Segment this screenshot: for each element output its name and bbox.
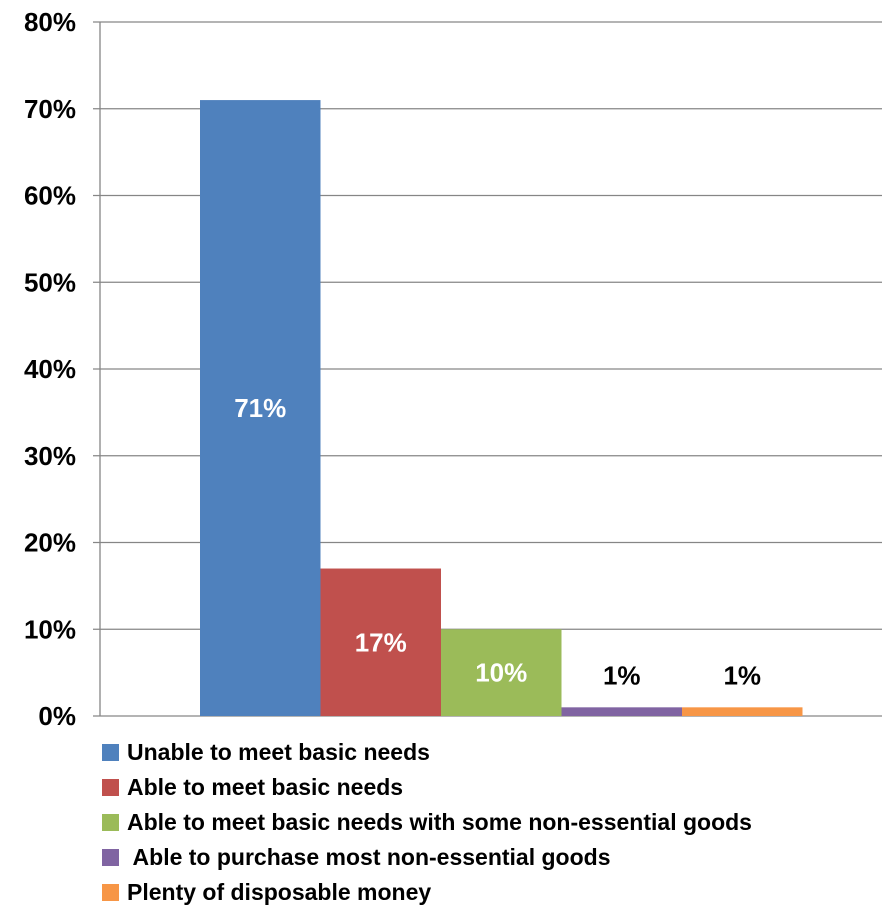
bars: [200, 100, 803, 716]
legend-item: Able to purchase most non-essential good…: [102, 840, 882, 875]
bar: [320, 568, 441, 716]
data-labels: 71% 17% 10% 1% 1%: [234, 393, 761, 690]
legend-swatch: [102, 884, 119, 901]
y-tick-label: 30%: [24, 441, 76, 471]
bar: [561, 707, 682, 716]
legend-swatch: [102, 744, 119, 761]
data-label: 71%: [234, 393, 286, 423]
y-tick-label: 70%: [24, 94, 76, 124]
bar: [682, 707, 803, 716]
y-tick-label: 0%: [38, 701, 76, 731]
y-tick-label: 40%: [24, 354, 76, 384]
legend-swatch: [102, 849, 119, 866]
bar: [200, 100, 321, 716]
legend-label: Able to meet basic needs with some non-e…: [127, 809, 752, 835]
data-label: 17%: [355, 627, 407, 657]
bar: [441, 629, 562, 716]
legend: Unable to meet basic needs Able to meet b…: [102, 735, 882, 910]
y-axis-ticks: 0% 10% 20% 30% 40% 50% 60% 70% 80%: [24, 7, 76, 731]
y-tick-label: 20%: [24, 528, 76, 558]
y-tick-label: 60%: [24, 181, 76, 211]
legend-item: Able to meet basic needs with some non-e…: [102, 805, 882, 840]
y-tick-label: 10%: [24, 614, 76, 644]
y-tick-label: 50%: [24, 267, 76, 297]
data-label: 1%: [603, 660, 641, 690]
legend-item: Unable to meet basic needs: [102, 735, 882, 770]
bar-chart-plot: 0% 10% 20% 30% 40% 50% 60% 70% 80% 71% 17% 10% 1% 1%: [24, 7, 882, 731]
legend-label: Unable to meet basic needs: [127, 739, 430, 765]
legend-label: Plenty of disposable money: [127, 879, 432, 905]
data-label: 1%: [723, 660, 761, 690]
legend-label: Able to meet basic needs: [127, 774, 404, 800]
legend-swatch: [102, 779, 119, 796]
data-label: 10%: [475, 658, 527, 688]
y-tick-label: 80%: [24, 7, 76, 37]
legend-swatch: [102, 814, 119, 831]
legend-item: Plenty of disposable money: [102, 875, 882, 910]
legend-label: Able to purchase most non-essential good…: [127, 844, 611, 870]
legend-item: Able to meet basic needs: [102, 770, 882, 805]
